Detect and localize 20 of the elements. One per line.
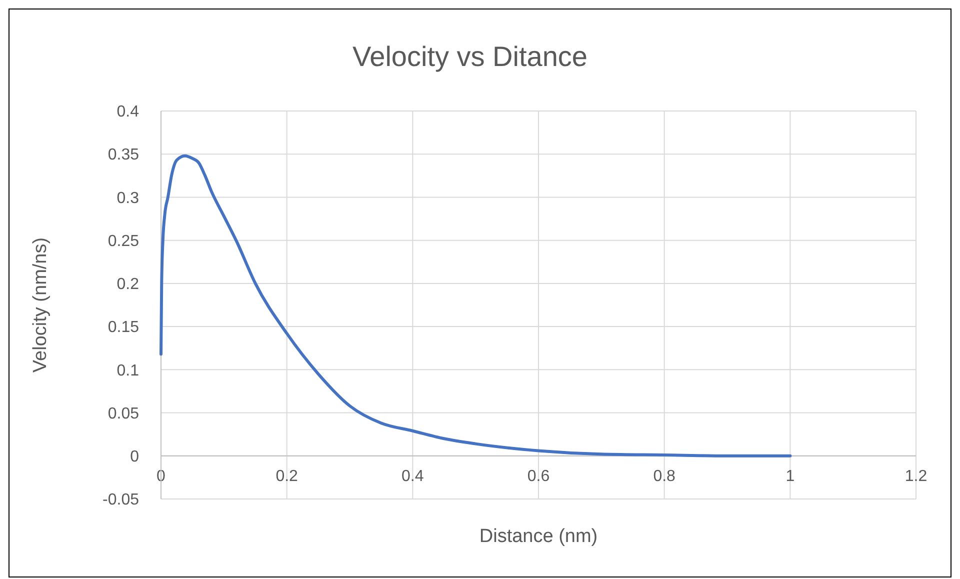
x-tick-label: 0.2 (276, 468, 298, 485)
y-tick-label: 0 (130, 448, 140, 466)
x-tick-label: 0.6 (527, 468, 550, 485)
line-series (160, 154, 792, 458)
y-tick-label: 0.2 (116, 276, 140, 294)
y-tick-label: 0.25 (108, 232, 140, 250)
y-tick-label: 0.35 (108, 146, 140, 164)
y-tick-label: 0.15 (108, 319, 140, 336)
y-tick-label: 0.4 (116, 104, 140, 121)
x-tick-label: 1.2 (904, 468, 928, 485)
y-axis-title: Velocity (nm/ns) (30, 237, 51, 373)
x-tick-label: 1 (786, 468, 795, 485)
y-tick-label: 0.05 (108, 405, 140, 422)
x-tick-label: 0.8 (653, 468, 676, 485)
y-tick-label: -0.05 (102, 492, 140, 509)
y-tick-label: 0.3 (116, 190, 140, 207)
x-tick-label: 0.4 (402, 468, 424, 485)
x-axis-title: Distance (nm) (479, 526, 598, 547)
y-tick-label: 0.1 (116, 362, 140, 380)
chart-title: Velocity vs Ditance (352, 41, 588, 72)
